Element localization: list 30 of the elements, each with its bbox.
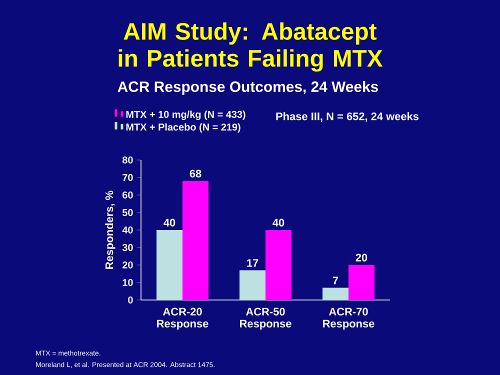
data-label: 68 xyxy=(190,170,202,178)
text: Phase III, N = 652, 24 weeks xyxy=(276,112,419,122)
data-label: 20 xyxy=(356,254,368,262)
y-tick-label: 30 xyxy=(122,244,133,252)
y-axis-title: Responders, % xyxy=(105,190,116,269)
data-label: 17 xyxy=(247,259,258,267)
x-tick-label: ACR-50 Response xyxy=(240,308,292,330)
data-label: 7 xyxy=(332,276,338,284)
data-label: 40 xyxy=(164,218,176,226)
bar xyxy=(182,181,209,300)
y-tick-label: 20 xyxy=(122,261,133,269)
legend-label: MTX + Placebo (N = 219) xyxy=(126,123,240,133)
chart-title: AIM Study: Abatacept in Patients Failing MTX xyxy=(118,22,383,72)
legend-label: MTX + 10 mg/kg (N = 433) xyxy=(126,110,246,120)
y-tick-label: 80 xyxy=(122,156,133,164)
y-tick-label: 40 xyxy=(122,226,133,234)
y-tick-label: 70 xyxy=(122,174,133,182)
data-label: 40 xyxy=(272,218,284,226)
chart-subtitle: ACR Response Outcomes, 24 Weeks xyxy=(118,81,378,95)
bar xyxy=(156,230,183,300)
y-tick-label: 50 xyxy=(122,208,133,216)
x-tick-label: ACR-70 Response xyxy=(323,308,374,330)
bar xyxy=(240,270,266,300)
y-tick-label: 10 xyxy=(122,278,133,286)
x-tick-label: ACR-20 Response xyxy=(157,308,208,330)
bar xyxy=(266,230,292,300)
y-tick-label: 0 xyxy=(128,296,133,304)
y-tick-label: 60 xyxy=(122,191,133,199)
bar xyxy=(322,288,349,300)
bar xyxy=(348,265,375,300)
